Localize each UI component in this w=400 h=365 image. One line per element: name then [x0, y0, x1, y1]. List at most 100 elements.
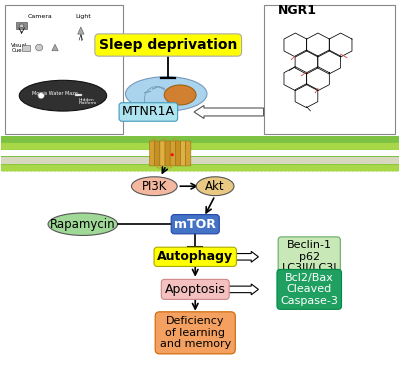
Ellipse shape	[132, 177, 177, 196]
Circle shape	[163, 165, 170, 171]
Circle shape	[151, 143, 158, 149]
Circle shape	[167, 143, 173, 149]
Circle shape	[44, 165, 50, 171]
FancyBboxPatch shape	[170, 141, 175, 166]
Polygon shape	[78, 27, 84, 34]
Circle shape	[282, 143, 288, 149]
Circle shape	[4, 165, 10, 171]
Circle shape	[96, 165, 102, 171]
Circle shape	[362, 165, 368, 171]
Circle shape	[4, 143, 10, 149]
Circle shape	[207, 143, 213, 149]
FancyBboxPatch shape	[186, 141, 191, 166]
Circle shape	[223, 165, 229, 171]
Circle shape	[354, 143, 360, 149]
Text: Beclin-1
p62
LC3II/LC3I: Beclin-1 p62 LC3II/LC3I	[282, 240, 337, 273]
Circle shape	[68, 165, 74, 171]
Circle shape	[234, 143, 241, 149]
FancyBboxPatch shape	[75, 93, 82, 96]
Circle shape	[398, 143, 400, 149]
Circle shape	[326, 143, 332, 149]
Circle shape	[250, 165, 257, 171]
Circle shape	[342, 143, 348, 149]
Circle shape	[318, 143, 324, 149]
Text: NGR1: NGR1	[278, 4, 316, 17]
Circle shape	[358, 165, 364, 171]
Circle shape	[36, 143, 42, 149]
Text: Light: Light	[75, 14, 91, 19]
Circle shape	[171, 165, 177, 171]
Circle shape	[215, 165, 221, 171]
Circle shape	[227, 165, 233, 171]
Circle shape	[246, 165, 253, 171]
Circle shape	[183, 143, 189, 149]
Circle shape	[131, 165, 138, 171]
Circle shape	[362, 143, 368, 149]
Circle shape	[159, 143, 166, 149]
Circle shape	[230, 143, 237, 149]
Circle shape	[238, 165, 245, 171]
Circle shape	[68, 143, 74, 149]
Circle shape	[56, 165, 62, 171]
Circle shape	[262, 165, 269, 171]
Circle shape	[8, 165, 14, 171]
FancyBboxPatch shape	[155, 141, 160, 166]
Circle shape	[112, 165, 118, 171]
Circle shape	[382, 143, 388, 149]
Circle shape	[20, 24, 24, 28]
Circle shape	[191, 143, 197, 149]
Circle shape	[394, 165, 400, 171]
Circle shape	[298, 165, 304, 171]
Circle shape	[258, 165, 265, 171]
Circle shape	[350, 143, 356, 149]
Circle shape	[262, 143, 269, 149]
Ellipse shape	[196, 177, 234, 196]
Circle shape	[76, 143, 82, 149]
Text: mTOR: mTOR	[174, 218, 216, 231]
Circle shape	[258, 143, 265, 149]
Circle shape	[286, 165, 292, 171]
Circle shape	[36, 165, 42, 171]
Circle shape	[24, 143, 30, 149]
Circle shape	[378, 143, 384, 149]
Circle shape	[290, 143, 296, 149]
Circle shape	[64, 165, 70, 171]
Circle shape	[131, 143, 138, 149]
Circle shape	[266, 165, 273, 171]
Circle shape	[314, 165, 320, 171]
Text: Sleep deprivation: Sleep deprivation	[99, 38, 238, 52]
Circle shape	[302, 143, 308, 149]
Circle shape	[290, 165, 296, 171]
Text: Camera: Camera	[27, 14, 52, 19]
FancyBboxPatch shape	[264, 5, 395, 134]
Circle shape	[163, 143, 170, 149]
Circle shape	[112, 143, 118, 149]
Circle shape	[223, 143, 229, 149]
Circle shape	[211, 165, 217, 171]
Circle shape	[0, 143, 6, 149]
Circle shape	[143, 143, 150, 149]
Circle shape	[119, 143, 126, 149]
Text: Platform: Platform	[79, 101, 97, 105]
Circle shape	[310, 143, 316, 149]
FancyArrow shape	[226, 284, 258, 295]
Circle shape	[80, 143, 86, 149]
Circle shape	[100, 165, 106, 171]
Circle shape	[346, 143, 352, 149]
Circle shape	[282, 165, 288, 171]
Circle shape	[254, 143, 261, 149]
Circle shape	[358, 143, 364, 149]
Circle shape	[139, 143, 146, 149]
FancyBboxPatch shape	[180, 141, 186, 166]
Circle shape	[155, 143, 162, 149]
Circle shape	[100, 143, 106, 149]
Circle shape	[175, 165, 181, 171]
Circle shape	[330, 143, 336, 149]
Circle shape	[334, 165, 340, 171]
Text: Bcl2/Bax
Cleaved
Caspase-3: Bcl2/Bax Cleaved Caspase-3	[280, 273, 338, 306]
Circle shape	[115, 143, 122, 149]
Circle shape	[398, 165, 400, 171]
Circle shape	[354, 165, 360, 171]
FancyBboxPatch shape	[165, 141, 170, 166]
Circle shape	[84, 165, 90, 171]
